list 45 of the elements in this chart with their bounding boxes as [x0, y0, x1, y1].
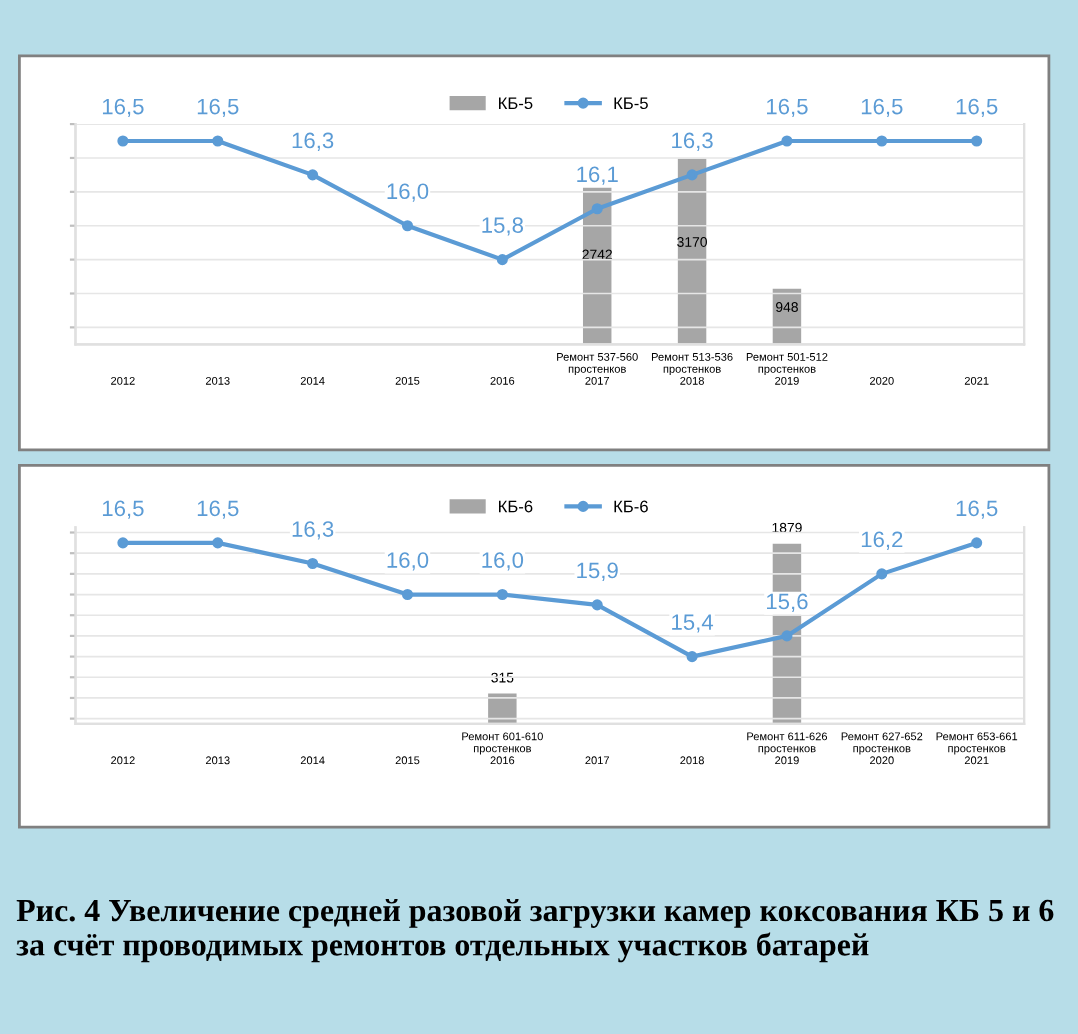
point — [686, 169, 698, 181]
data-label: 15,8 — [482, 217, 524, 236]
data-label: 16,5 — [102, 500, 144, 519]
point — [876, 135, 888, 147]
data-label: 16,5 — [102, 98, 144, 118]
text: Рис. 4 Увеличение средней разовой загрузки камер коксования КБ 5 и 6 за счёт проводимых ремонтов отдельных участков батарей — [16, 899, 1054, 963]
data-label: 16,0 — [387, 183, 429, 202]
data-label: 15,4 — [672, 614, 714, 633]
point — [781, 630, 793, 642]
point — [781, 135, 793, 147]
point — [591, 599, 603, 611]
point — [876, 568, 888, 580]
point — [971, 537, 983, 549]
point — [971, 135, 983, 147]
data-label: 16,5 — [197, 98, 239, 118]
data-label: 16,3 — [292, 521, 334, 540]
data-label: 16,5 — [956, 98, 998, 118]
data-label: 15,6 — [767, 593, 808, 612]
point — [401, 220, 414, 232]
point — [307, 557, 319, 570]
point — [117, 537, 129, 549]
point — [496, 254, 508, 266]
point — [496, 588, 508, 601]
data-label: 15,9 — [577, 562, 618, 581]
data-label: 16,5 — [861, 98, 903, 118]
point — [212, 135, 224, 147]
data-label: 16,5 — [197, 500, 239, 519]
data-label: 16,0 — [482, 552, 524, 571]
data-label: 16,5 — [767, 98, 808, 118]
point — [401, 588, 414, 601]
point — [686, 651, 698, 663]
legend-label: КБ-5 — [499, 97, 533, 110]
data-label: 16,3 — [672, 132, 713, 151]
data-label: 16,3 — [292, 132, 334, 151]
legend-label: КБ-5 — [614, 97, 648, 110]
legend-label: КБ-6 — [499, 500, 533, 513]
data-label: 16,0 — [387, 552, 429, 571]
point — [117, 135, 129, 147]
point — [212, 537, 224, 549]
point — [591, 203, 603, 215]
data-label: 16,1 — [577, 166, 618, 185]
data-label: 16,2 — [861, 531, 903, 550]
legend-label: КБ-6 — [614, 500, 648, 513]
data-label: 16,5 — [956, 500, 998, 519]
point — [307, 169, 319, 181]
